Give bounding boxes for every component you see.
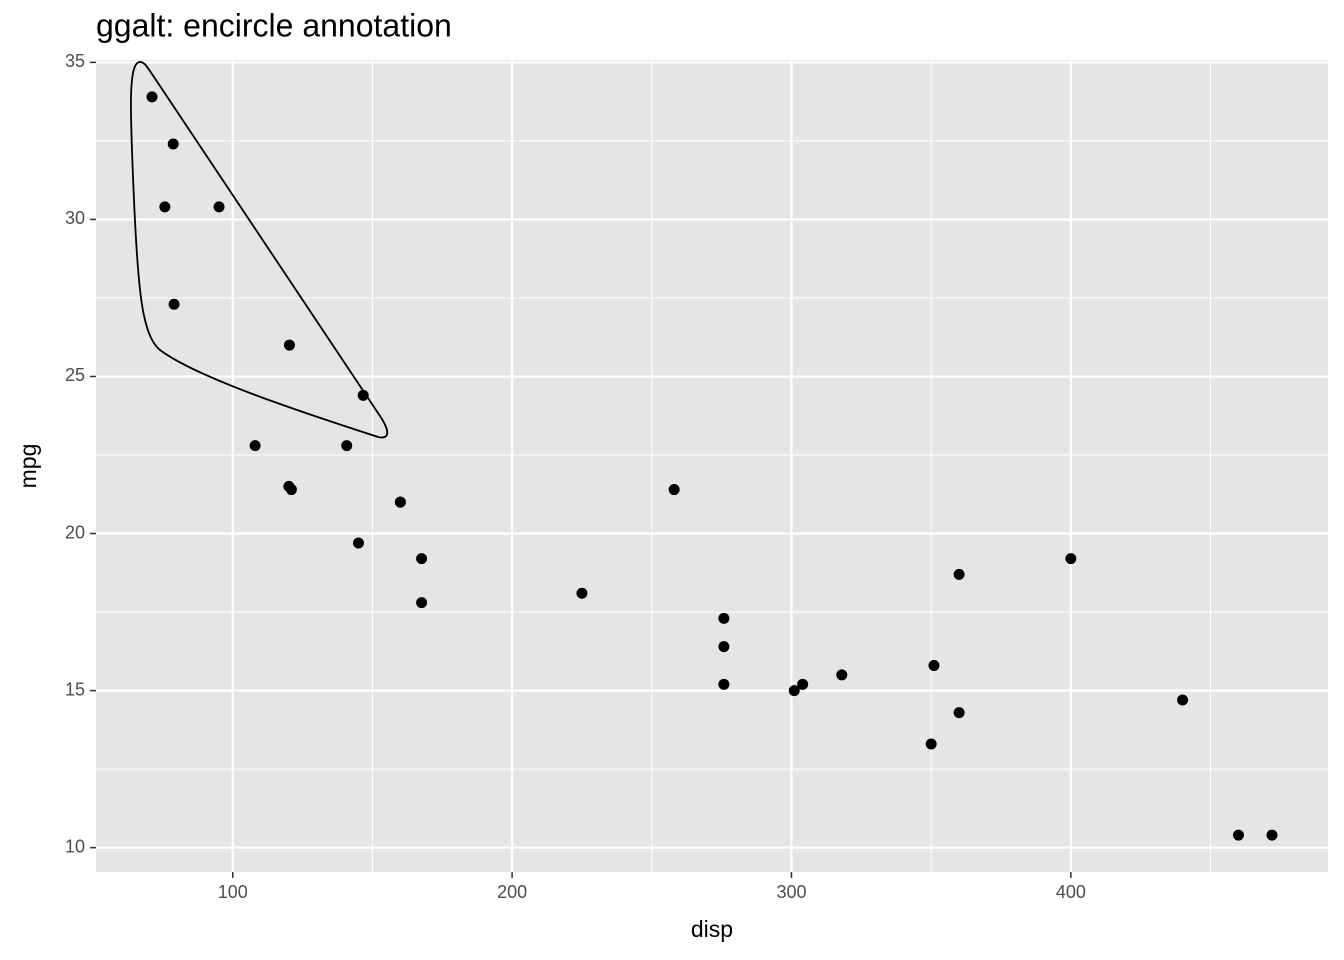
y-tick-label: 20	[65, 522, 85, 542]
point	[953, 707, 965, 719]
point	[718, 678, 730, 690]
point	[159, 201, 171, 213]
point	[249, 440, 261, 452]
x-axis-title: disp	[691, 916, 733, 942]
point	[1065, 553, 1077, 565]
point	[836, 669, 848, 681]
point	[576, 587, 588, 599]
point	[146, 91, 158, 103]
chart-title: ggalt: encircle annotation	[96, 7, 452, 43]
y-tick-label: 25	[65, 365, 85, 385]
encircle	[130, 61, 389, 439]
point	[788, 685, 800, 697]
y-tick-label: 10	[65, 836, 85, 856]
point	[1266, 829, 1278, 841]
grid	[96, 60, 1328, 872]
x-tick-label: 400	[1056, 882, 1086, 902]
point	[718, 641, 730, 653]
point	[925, 738, 937, 750]
points	[146, 91, 1278, 841]
y-tick-label: 15	[65, 679, 85, 699]
point	[1177, 694, 1189, 706]
point	[416, 553, 428, 565]
y-tick-label: 35	[65, 51, 85, 71]
point	[928, 659, 940, 671]
point	[953, 568, 965, 580]
point	[283, 339, 295, 351]
point	[352, 537, 364, 549]
point	[213, 201, 225, 213]
point	[168, 298, 180, 310]
point	[797, 678, 809, 690]
x-tick-label: 300	[776, 882, 806, 902]
point	[394, 496, 406, 508]
point	[718, 612, 730, 624]
point	[1232, 829, 1244, 841]
point	[167, 138, 179, 150]
x-tick-label: 200	[497, 882, 527, 902]
point	[416, 597, 428, 609]
point	[285, 484, 297, 496]
point	[341, 440, 353, 452]
y-tick-label: 30	[65, 208, 85, 228]
x-tick-label: 100	[218, 882, 248, 902]
panel	[96, 60, 1328, 872]
point	[668, 484, 680, 496]
y-axis-title: mpg	[15, 444, 41, 489]
point	[357, 389, 369, 401]
